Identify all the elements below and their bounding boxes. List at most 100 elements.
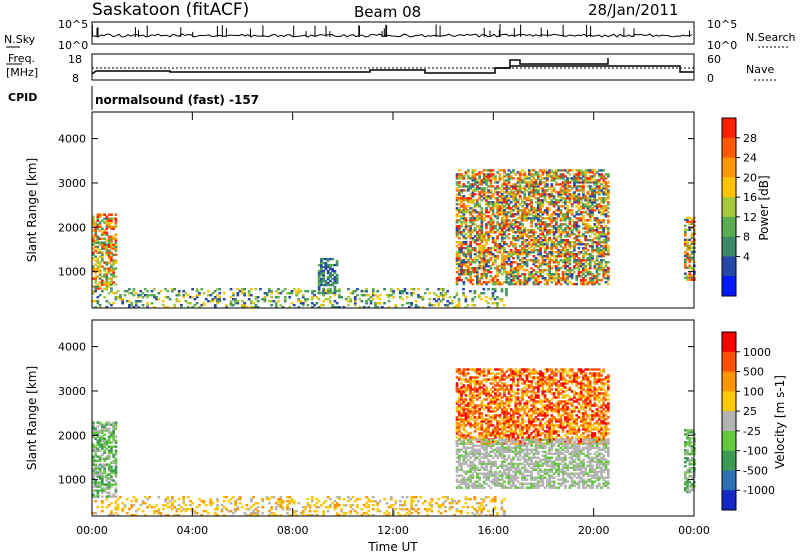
range-gate-cell [543, 372, 547, 375]
range-gate-cell [602, 177, 606, 180]
range-gate-cell [503, 187, 506, 190]
range-gate-cell [482, 428, 486, 431]
range-gate-cell [480, 420, 484, 423]
range-gate-cell [595, 217, 599, 220]
range-gate-cell [103, 245, 106, 248]
range-gate-cell [575, 195, 579, 198]
range-gate-cell [92, 475, 95, 478]
range-gate-cell [518, 279, 522, 282]
range-gate-cell [439, 288, 443, 291]
range-gate-cell [503, 428, 506, 431]
range-gate-cell [552, 235, 556, 238]
cpid-text: normalsound (fast) -157 [95, 93, 259, 107]
range-gate-cell [392, 290, 395, 293]
range-gate-cell [577, 173, 581, 176]
range-gate-cell [521, 273, 524, 276]
range-gate-cell [564, 402, 567, 405]
range-gate-cell [564, 215, 567, 218]
range-gate-cell [460, 265, 463, 268]
range-gate-cell [518, 376, 522, 379]
range-gate-cell [112, 253, 115, 256]
range-gate-cell [516, 380, 520, 383]
range-gate-cell [482, 265, 486, 268]
range-gate-cell [537, 205, 540, 208]
range-gate-cell [500, 195, 504, 198]
range-gate-cell [107, 277, 111, 280]
range-gate-cell [112, 302, 115, 305]
range-gate-cell [548, 259, 551, 262]
range-gate-cell [480, 233, 484, 236]
range-gate-cell [523, 412, 527, 415]
range-gate-cell [575, 173, 579, 176]
range-gate-cell [577, 207, 581, 210]
range-gate-cell [688, 256, 692, 259]
range-gate-cell [500, 273, 504, 276]
range-gate-cell [575, 217, 579, 220]
range-gate-cell [500, 261, 504, 264]
range-gate-cell [491, 382, 495, 385]
range-gate-cell [478, 422, 481, 425]
range-gate-cell [579, 181, 583, 184]
range-gate-cell [512, 271, 515, 274]
range-gate-cell [509, 416, 513, 419]
range-gate-cell [410, 304, 413, 307]
range-gate-cell [498, 384, 502, 387]
range-gate-cell [107, 251, 111, 254]
range-gate-cell [546, 410, 549, 413]
range-gate-cell [494, 177, 497, 180]
range-gate-cell [561, 424, 565, 427]
range-gate-cell [516, 412, 520, 415]
range-gate-cell [505, 183, 509, 186]
range-gate-cell [564, 267, 567, 270]
range-gate-cell [478, 237, 481, 240]
range-gate-cell [516, 424, 520, 427]
range-gate-cell [568, 257, 572, 260]
range-gate-cell [446, 290, 450, 293]
range-gate-cell [518, 231, 522, 234]
range-gate-cell [509, 418, 513, 421]
range-gate-cell [600, 249, 603, 252]
range-gate-cell [455, 408, 459, 411]
range-gate-cell [543, 269, 547, 272]
range-gate-cell [559, 239, 563, 242]
range-gate-cell [110, 485, 113, 488]
range-gate-cell [561, 404, 565, 407]
range-gate-cell [473, 229, 477, 232]
range-gate-cell [541, 261, 545, 264]
range-gate-cell [518, 400, 522, 403]
range-gate-cell [322, 271, 325, 275]
range-gate-cell [559, 211, 563, 214]
range-gate-cell [582, 179, 585, 182]
power-y-label: Slant Range [km] [25, 158, 39, 262]
range-gate-cell [247, 294, 251, 297]
range-gate-cell [494, 430, 497, 433]
range-gate-cell [114, 435, 118, 438]
range-gate-cell [471, 400, 475, 403]
range-gate-cell [518, 189, 522, 192]
range-gate-cell [349, 292, 353, 295]
range-gate-cell [525, 219, 529, 222]
range-gate-cell [548, 173, 551, 176]
range-gate-cell [512, 169, 515, 172]
range-gate-cell [94, 233, 97, 236]
range-gate-cell [588, 195, 592, 198]
range-gate-cell [478, 195, 481, 198]
range-gate-cell [489, 424, 493, 427]
range-gate-cell [507, 424, 511, 427]
range-gate-cell [602, 207, 606, 210]
range-gate-cell [498, 282, 502, 286]
range-gate-cell [532, 368, 536, 371]
range-gate-cell [478, 175, 481, 178]
range-gate-cell [557, 267, 560, 270]
range-gate-cell [480, 217, 484, 220]
range-gate-cell [107, 237, 111, 240]
range-gate-cell [564, 187, 567, 190]
range-gate-cell [496, 257, 499, 260]
range-gate-cell [460, 273, 463, 276]
range-gate-cell [487, 442, 490, 445]
range-gate-cell [478, 416, 481, 419]
range-gate-cell [543, 382, 547, 385]
range-gate-cell [555, 265, 558, 268]
range-gate-cell [557, 263, 560, 266]
range-gate-cell [527, 253, 531, 256]
